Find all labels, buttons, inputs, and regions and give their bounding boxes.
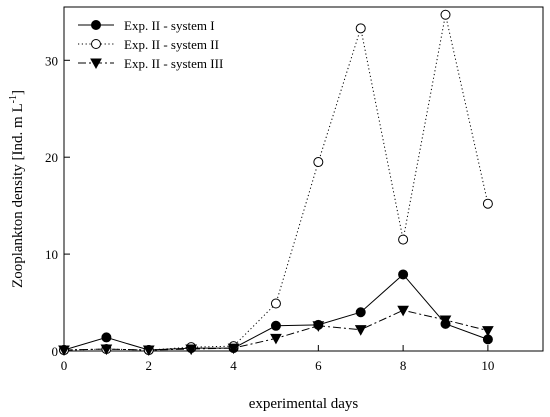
legend-marker <box>90 58 102 70</box>
x-tick-label: 4 <box>230 358 237 373</box>
x-axis-title: experimental days <box>249 396 359 412</box>
legend-marker <box>91 20 101 30</box>
data-point <box>355 307 366 318</box>
data-point <box>482 198 493 209</box>
data-point <box>312 321 325 332</box>
legend: Exp. II - system I Exp. II - system II Exp… <box>78 18 223 71</box>
y-tick-label: 10 <box>45 247 58 262</box>
data-point <box>142 345 155 357</box>
x-tick-label: 0 <box>61 358 68 373</box>
series-layer <box>58 9 494 357</box>
data-point <box>397 305 409 317</box>
axes <box>63 6 544 352</box>
y-tick-label: 20 <box>45 150 58 165</box>
data-point <box>398 269 409 280</box>
data-point <box>101 332 112 343</box>
x-axis-ticks: 0 2 4 6 8 10 <box>61 345 494 373</box>
legend-marker <box>91 39 101 49</box>
y-axis-ticks: 0 10 20 30 <box>45 53 70 359</box>
legend-item-3: Exp. II - system III <box>78 56 223 71</box>
legend-label: Exp. II - system III <box>124 56 223 71</box>
data-point <box>482 326 494 337</box>
x-tick-label: 10 <box>481 358 494 373</box>
series-2 <box>63 14 489 351</box>
x-tick-label: 6 <box>315 358 322 373</box>
y-axis-title: Zooplankton density [Ind. m L-1] <box>8 90 26 288</box>
y-axis-title-end: ] <box>10 90 26 95</box>
data-point <box>227 343 240 355</box>
data-point <box>185 344 198 356</box>
data-point <box>355 23 366 34</box>
y-axis-title-main: Zooplankton density [Ind. m L <box>10 103 26 288</box>
series-3-markers <box>58 305 494 357</box>
y-axis-title-superscript: -1 <box>8 95 19 103</box>
data-point <box>440 9 451 20</box>
data-point <box>313 157 324 168</box>
legend-item-2: Exp. II - system II <box>78 37 219 52</box>
y-tick-label: 0 <box>52 344 59 359</box>
y-tick-label: 30 <box>45 53 58 68</box>
x-tick-label: 8 <box>400 358 407 373</box>
data-point <box>398 234 409 245</box>
data-point <box>270 320 281 331</box>
legend-item-1: Exp. II - system I <box>78 18 215 33</box>
data-point <box>100 344 113 356</box>
legend-label: Exp. II - system II <box>124 37 219 52</box>
plot-frame <box>63 6 544 352</box>
data-point <box>58 345 70 357</box>
series-2-line <box>63 14 489 351</box>
data-point <box>439 315 452 327</box>
data-point <box>354 325 367 336</box>
legend-label: Exp. II - system I <box>124 18 215 33</box>
data-point <box>270 298 281 309</box>
x-tick-label: 2 <box>146 358 153 373</box>
data-point <box>270 333 282 345</box>
